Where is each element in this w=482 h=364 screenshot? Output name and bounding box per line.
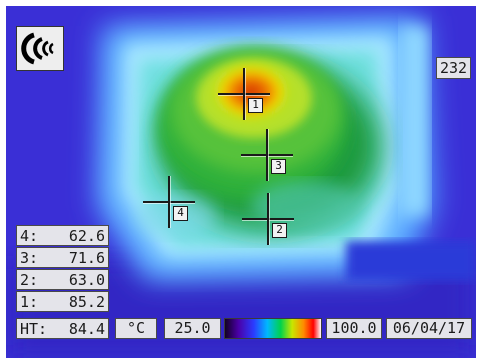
readout-label: HT: [20, 320, 48, 338]
scale-max-label: 100.0 [326, 318, 382, 339]
spot-marker-1[interactable]: 1 [218, 68, 270, 120]
readout-label: 4: [20, 227, 39, 245]
sound-button[interactable] [16, 26, 64, 71]
readout-label: 3: [20, 249, 39, 267]
readout-spot-3: 3: 71.6 [16, 247, 109, 268]
color-palette-bar [224, 318, 322, 339]
spot-marker-2[interactable]: 2 [242, 193, 294, 245]
readout-value: 71.6 [68, 249, 105, 267]
sound-icon [21, 32, 54, 65]
readout-value: 63.0 [68, 271, 105, 289]
date-label: 06/04/17 [386, 318, 472, 339]
readout-spot-4: 4: 62.6 [16, 225, 109, 246]
spot-id: 1 [248, 98, 263, 113]
thermal-image-viewer: 232 1 3 4 2 4: 62.6 3: 71.6 2: 63.0 1: 8… [6, 6, 476, 358]
spot-id: 3 [271, 159, 286, 174]
readout-spot-1: 1: 85.2 [16, 291, 109, 312]
spot-id: 4 [173, 206, 188, 221]
readout-value: 85.2 [68, 293, 105, 311]
readout-label: 1: [20, 293, 39, 311]
readout-spot-2: 2: 63.0 [16, 269, 109, 290]
readout-value: 84.4 [68, 320, 105, 338]
scale-min-label: 25.0 [164, 318, 221, 339]
spot-marker-3[interactable]: 3 [241, 129, 293, 181]
unit-button[interactable]: °C [115, 318, 157, 339]
readout-label: 2: [20, 271, 39, 289]
readout-value: 62.6 [68, 227, 105, 245]
spot-id: 2 [272, 223, 287, 238]
max-temp-label: 232 [436, 57, 472, 79]
spot-marker-4[interactable]: 4 [143, 176, 195, 228]
readout-hottest: HT: 84.4 [16, 318, 109, 339]
